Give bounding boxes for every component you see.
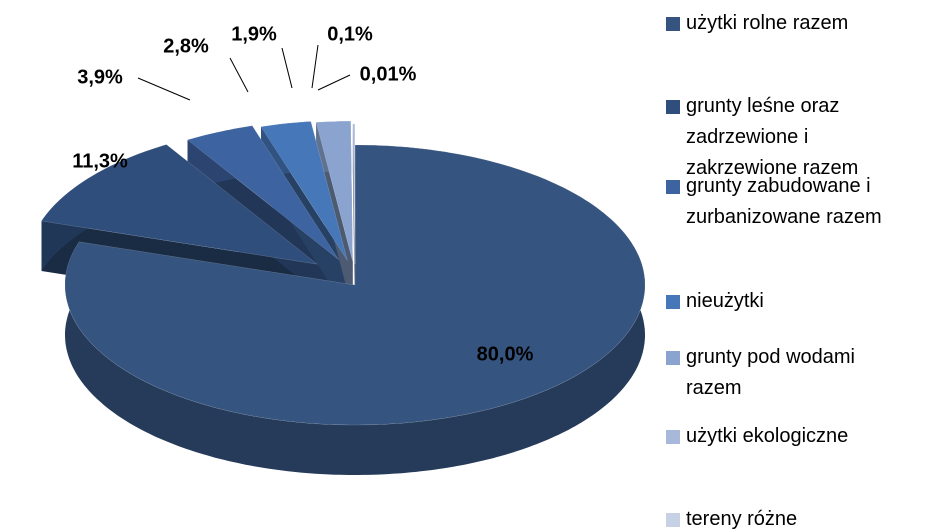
slice: [187, 125, 339, 260]
data-label: 0,01%: [360, 63, 417, 85]
leader-line: [281, 47, 293, 89]
legend-label: tereny różne: [686, 508, 798, 530]
leader-line: [311, 44, 319, 89]
slice: [41, 144, 319, 265]
data-label: 0,1%: [327, 23, 373, 45]
legend-label: użytki rolne razem: [686, 12, 849, 34]
slice: [315, 121, 353, 262]
legend-entry: nieużytki: [666, 286, 946, 317]
legend-entry: użytki rolne razem: [666, 8, 946, 39]
legend-entry: grunty pod wodami razem: [666, 342, 906, 404]
leader-line: [229, 57, 249, 93]
legend-swatch: [666, 180, 680, 194]
legend-entry: użytki ekologiczne: [666, 421, 946, 452]
data-label: 11,3%: [72, 150, 128, 172]
leader-line: [137, 77, 191, 101]
legend-swatch: [666, 513, 680, 527]
legend-label: grunty pod wodami razem: [686, 346, 855, 399]
slice: [352, 123, 356, 265]
slice: [64, 144, 646, 426]
legend-label: grunty leśne oraz zadrzewione i zakrzewi…: [686, 95, 859, 179]
legend-label: grunty zabudowane i zurbanizowane razem: [686, 175, 882, 228]
data-label: 2,8%: [163, 35, 209, 57]
legend-label: użytki ekologiczne: [686, 425, 849, 447]
data-label: 1,9%: [231, 23, 277, 45]
legend-swatch: [666, 17, 680, 31]
legend-swatch: [666, 430, 680, 444]
legend-entry: grunty zabudowane i zurbanizowane razem: [666, 171, 951, 233]
leader-line: [317, 74, 351, 91]
data-label: 80,0%: [477, 343, 534, 365]
slice: [260, 121, 348, 261]
data-label: 3,9%: [77, 66, 123, 88]
legend-swatch: [666, 351, 680, 365]
legend-swatch: [666, 295, 680, 309]
legend-label: nieużytki: [686, 290, 764, 312]
legend-swatch: [666, 100, 680, 114]
legend-entry: grunty leśne oraz zadrzewione i zakrzewi…: [666, 91, 886, 184]
legend-entry: tereny różne: [666, 504, 946, 530]
